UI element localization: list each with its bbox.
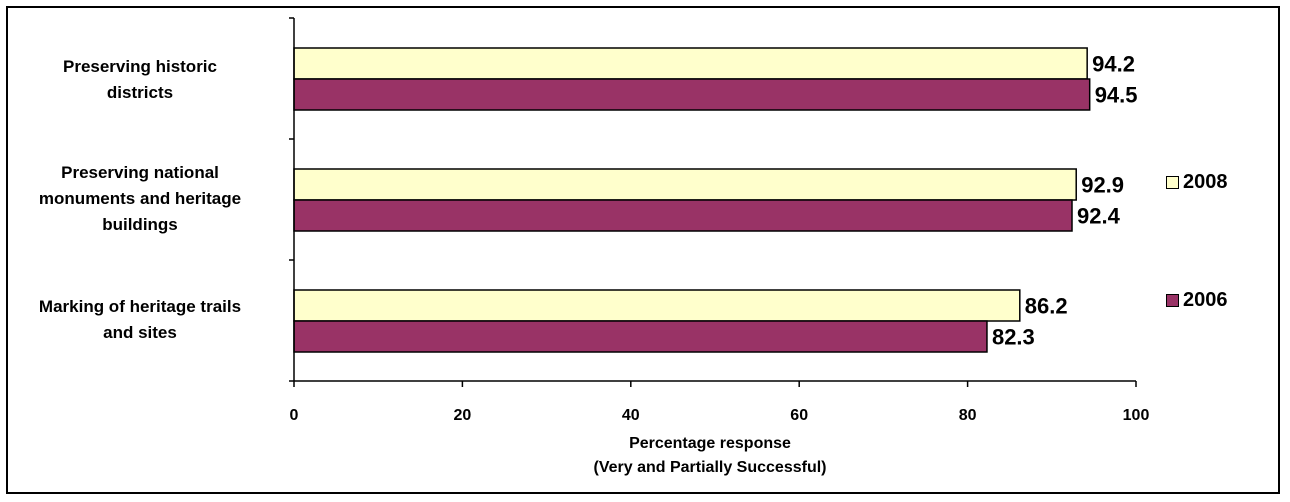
bar-2006-1: [293, 199, 1073, 232]
category-label-line: and sites: [103, 323, 177, 342]
category-label-line: districts: [106, 83, 174, 102]
data-label-2008-0: 94.2: [1092, 52, 1135, 77]
x-axis-title-line: Percentage response: [629, 435, 791, 452]
x-tick-label: 80: [959, 407, 977, 424]
legend-swatch-2006: [1166, 293, 1179, 307]
x-axis-title-line: (Very and Partially Successful): [593, 459, 827, 476]
legend-label-2006: 2006: [1183, 288, 1228, 311]
data-label-2008-2: 86.2: [1025, 294, 1068, 319]
category-label-0: Preserving historic districts: [6, 54, 274, 106]
x-tick-label: 100: [1123, 407, 1150, 424]
bar-2006-0: [293, 78, 1091, 111]
category-label-line: buildings: [102, 215, 178, 234]
category-label-2: Marking of heritage trails and sites: [6, 294, 274, 346]
x-axis-title: Percentage response (Very and Partially …: [360, 432, 1060, 480]
category-label-line: Preserving historic: [62, 57, 217, 76]
data-label-2006-2: 82.3: [992, 325, 1035, 350]
bar-2008-0: [293, 47, 1088, 80]
x-tick-label: 60: [790, 407, 808, 424]
data-label-2008-1: 92.9: [1081, 173, 1124, 198]
x-tick-label: 20: [454, 407, 472, 424]
bar-2008-1: [293, 168, 1077, 201]
data-label-2006-0: 94.5: [1095, 83, 1138, 108]
category-label-line: Preserving national: [61, 163, 219, 182]
category-label-1: Preserving national monuments and herita…: [6, 160, 274, 238]
bar-2008-2: [293, 289, 1021, 322]
legend-item-2008: 2008: [1166, 170, 1228, 194]
legend-swatch-2008: [1166, 175, 1179, 189]
legend-item-2006: 2006: [1166, 288, 1228, 312]
x-tick-label: 0: [290, 407, 299, 424]
legend-label-2008: 2008: [1183, 170, 1228, 193]
category-label-line: Marking of heritage trails: [38, 297, 242, 316]
bar-2006-2: [293, 320, 988, 353]
category-label-line: monuments and heritage: [38, 189, 242, 208]
x-tick-label: 40: [622, 407, 640, 424]
data-label-2006-1: 92.4: [1077, 204, 1121, 229]
